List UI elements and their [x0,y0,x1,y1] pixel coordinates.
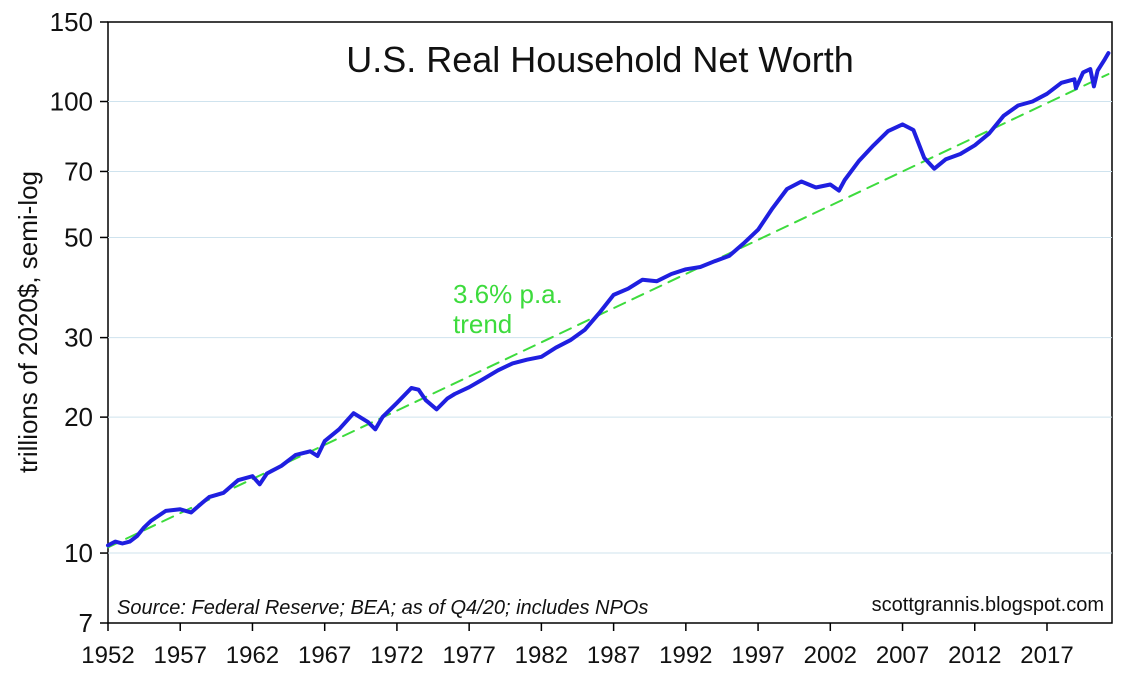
y-tick-label: 100 [50,87,93,117]
plot-frame [107,21,1113,624]
credit-note: scottgrannis.blogspot.com [872,594,1104,616]
y-tick-label: 150 [50,7,93,37]
series-layer [106,51,1111,548]
x-tick-label: 1957 [154,642,207,669]
x-ticks: 1952 1957 1962 1967 1972 1977 1982 1987 1992 1997… [81,623,1074,669]
x-tick-label: 1982 [515,642,568,669]
x-tick-label: 1972 [370,642,423,669]
x-tick-label: 2007 [876,642,929,669]
y-tick-label: 70 [64,156,93,186]
x-tick-label: 1997 [731,642,784,669]
y-tick-label: 30 [64,323,93,353]
x-tick-label: 1952 [81,642,134,669]
chart-title: U.S. Real Household Net Worth [346,39,854,80]
source-note: Source: Federal Reserve; BEA; as of Q4/2… [117,597,648,619]
net-worth-line [106,51,1111,548]
x-tick-label: 2012 [948,642,1001,669]
y-tick-label: 50 [64,222,93,252]
y-tick-label: 10 [64,538,93,568]
x-tick-label: 1992 [659,642,712,669]
x-tick-label: 2017 [1020,642,1073,669]
x-tick-label: 1977 [442,642,495,669]
x-tick-label: 1962 [226,642,279,669]
y-ticks: 7 10 20 30 50 70 100 150 [50,7,108,638]
y-axis-label: trillions of 2020$, semi-log [13,171,43,473]
x-tick-label: 2002 [804,642,857,669]
grid-layer [108,101,1112,554]
x-tick-label: 1967 [298,642,351,669]
y-tick-label: 7 [79,608,93,638]
trend-annotation-line2: trend [453,309,512,339]
x-tick-label: 1987 [587,642,640,669]
trend-annotation-line1: 3.6% p.a. [453,279,563,309]
y-tick-label: 20 [64,402,93,432]
